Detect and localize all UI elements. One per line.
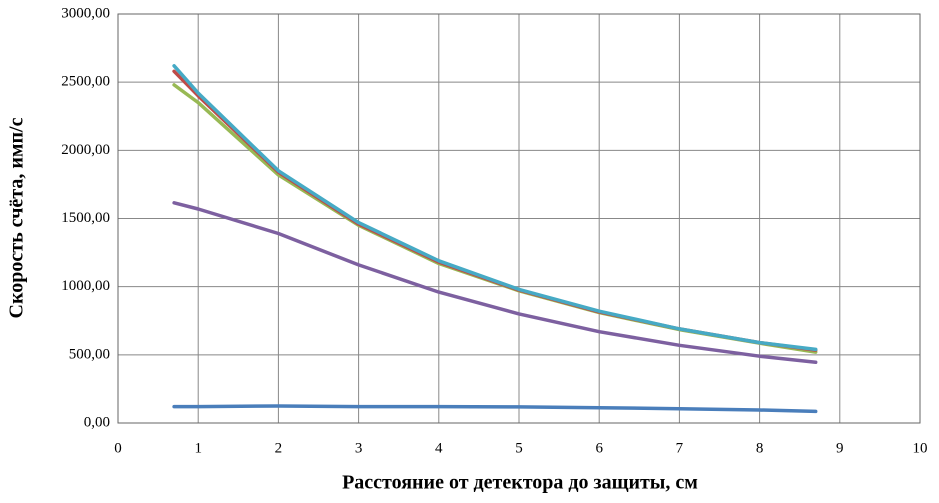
series-line (172, 404, 818, 414)
y-axis-title: Скорость счёта, имп/с (6, 117, 28, 318)
x-tick-label: 9 (836, 440, 844, 456)
x-axis-title: Расстояние от детектора до защиты, см (342, 472, 698, 494)
y-tick-label: 500,00 (69, 346, 110, 362)
plot-border (117, 13, 921, 424)
x-tick-label: 1 (194, 440, 202, 456)
x-tick-label: 5 (515, 440, 523, 456)
y-tick-label: 3000,00 (61, 5, 110, 21)
y-tick-label: 0,00 (84, 414, 110, 430)
x-tick-label: 3 (355, 440, 363, 456)
x-tick-label: 0 (114, 440, 122, 456)
y-tick-label: 1500,00 (61, 210, 110, 226)
series-line (172, 201, 818, 365)
y-tick-label: 2500,00 (61, 74, 110, 90)
x-tick-label: 2 (275, 440, 283, 456)
x-tick-label: 10 (913, 440, 928, 456)
y-tick-label: 1000,00 (61, 278, 110, 294)
y-tick-label: 2000,00 (61, 142, 110, 158)
series-line (172, 64, 818, 352)
x-tick-label: 4 (435, 440, 443, 456)
x-tick-label: 8 (756, 440, 764, 456)
x-tick-label: 7 (676, 440, 684, 456)
x-tick-label: 6 (595, 440, 603, 456)
